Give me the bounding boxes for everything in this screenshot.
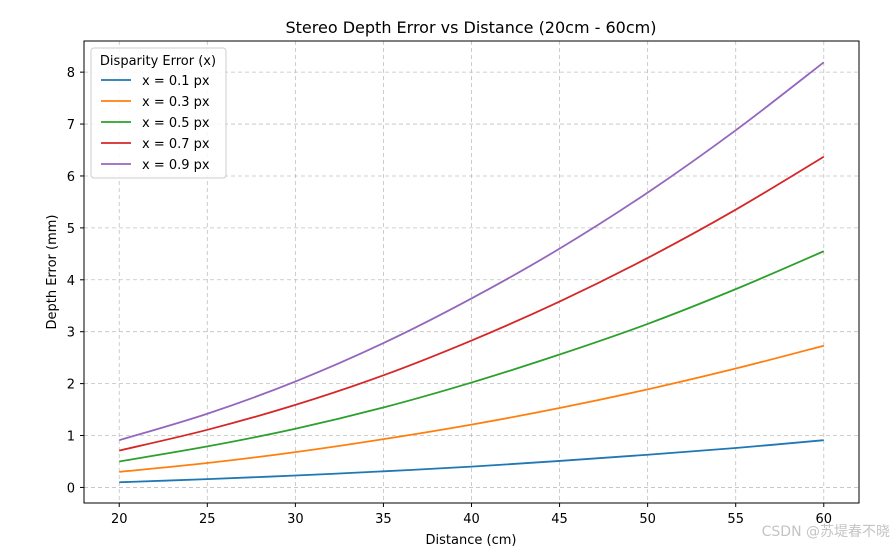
legend-label: x = 0.3 px [142,95,210,110]
x-tick-label: 35 [375,512,392,527]
x-tick-label: 60 [815,512,832,527]
series-line-3 [119,250,825,463]
x-axis-label: Distance (cm) [426,533,517,546]
x-tick-label: 50 [639,512,656,527]
y-tick-label: 4 [67,274,75,289]
chart-title: Stereo Depth Error vs Distance (20cm - 6… [286,18,657,37]
watermark: CSDN @苏堤春不晓 [762,524,890,540]
legend-title: Disparity Error (x) [100,54,216,69]
y-tick-label: 3 [67,326,75,341]
y-axis-label: Depth Error (mm) [45,214,60,329]
x-tick-label: 40 [463,512,480,527]
series-line-2 [119,344,824,473]
x-tick-label: 55 [727,512,744,527]
legend-items: x = 0.1 px x = 0.3 px x = 0.5 px x = 0.7 px… [101,74,210,173]
series-line-4 [119,155,825,452]
y-tick-label: 5 [67,222,75,237]
x-tick-label: 45 [551,512,568,527]
legend-label: x = 0.5 px [142,116,210,131]
grid-lines [84,41,859,503]
x-axis-ticks: 20 25 30 35 40 45 50 55 60 [111,503,832,527]
series-line-5 [118,61,825,442]
series-lines [118,61,825,484]
series-line-1 [119,439,824,484]
legend-label: x = 0.1 px [142,74,210,89]
y-tick-label: 1 [67,430,75,445]
y-tick-label: 0 [67,481,75,496]
y-axis-ticks: 0 1 2 3 4 5 6 7 8 [67,66,84,496]
legend-label: x = 0.7 px [142,137,210,152]
x-tick-label: 20 [111,512,128,527]
y-tick-label: 8 [67,66,75,81]
y-tick-label: 2 [67,378,75,393]
legend: Disparity Error (x) x = 0.1 px x = 0.3 px… [90,47,227,179]
x-tick-label: 25 [199,512,216,527]
x-tick-label: 30 [287,512,304,527]
legend-label: x = 0.9 px [142,158,210,173]
y-tick-label: 7 [67,118,75,133]
y-tick-label: 6 [67,170,75,185]
